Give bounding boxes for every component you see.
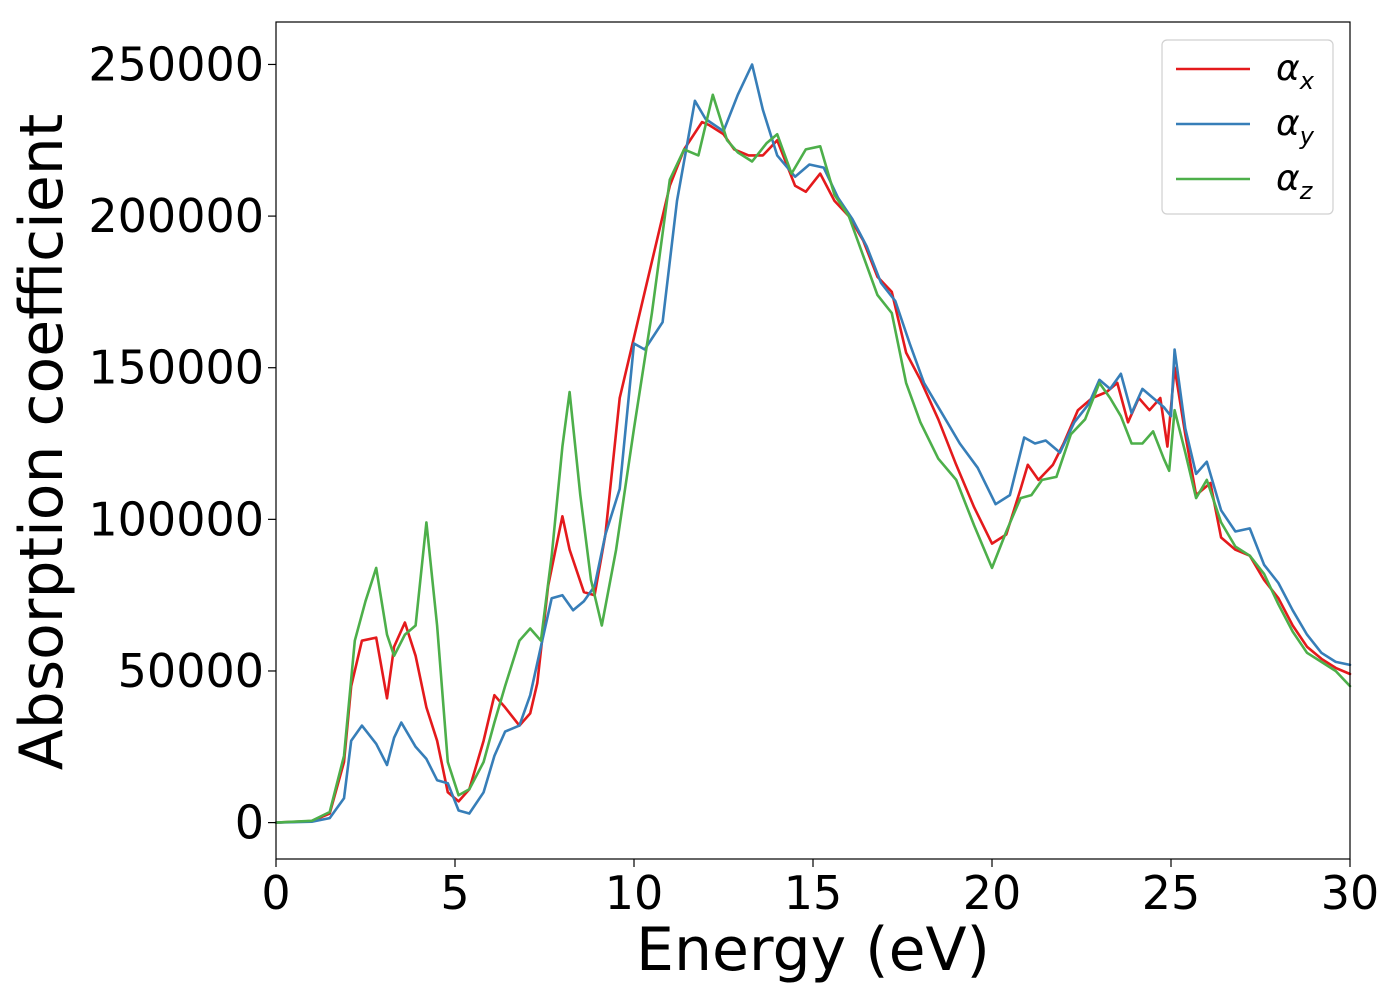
x-tick-label: 10 [605, 866, 664, 920]
series-line-y [274, 63, 1352, 824]
y-tick-label: 0 [235, 796, 264, 850]
x-axis-label: Energy (eV) [636, 915, 990, 985]
y-tick-label: 250000 [88, 37, 264, 91]
x-tick-label: 20 [963, 866, 1022, 920]
x-tick-label: 5 [440, 866, 469, 920]
x-tick-label: 0 [261, 866, 290, 920]
y-axis-label: Absorption coefficient [7, 114, 77, 771]
x-tick-label: 30 [1321, 866, 1380, 920]
y-tick-label: 100000 [88, 492, 264, 546]
x-axis-ticks: 0 5 10 15 20 25 30 [261, 859, 1379, 920]
y-tick-label: 150000 [88, 341, 264, 395]
series-layer [274, 63, 1352, 824]
series-line-z [274, 93, 1352, 824]
x-tick-label: 15 [784, 866, 843, 920]
y-tick-label: 50000 [118, 644, 264, 698]
x-tick-label: 25 [1142, 866, 1201, 920]
legend-box [1161, 39, 1334, 215]
y-axis-ticks: 0 50000 100000 150000 200000 250000 [88, 37, 276, 850]
y-tick-label: 200000 [88, 189, 264, 243]
